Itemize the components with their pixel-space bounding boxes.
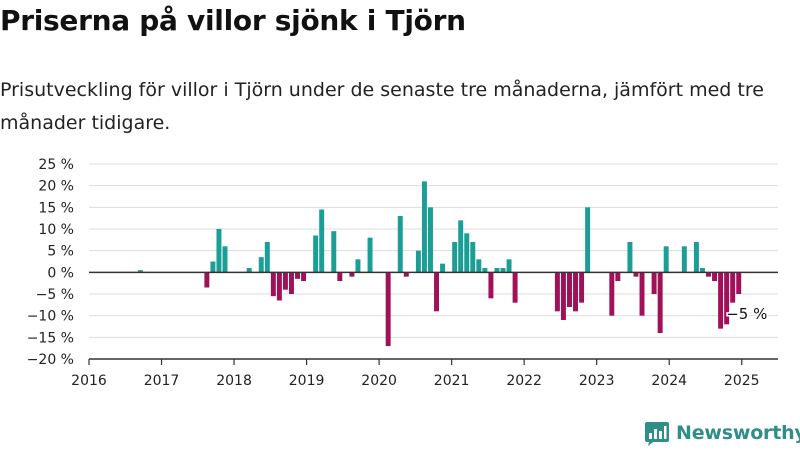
bar [258,257,264,273]
y-tick-label: 20 % [38,179,74,195]
bar [355,259,361,273]
bar [331,231,337,273]
bar [470,242,476,273]
bar [554,272,560,312]
bar [560,272,566,320]
bar [579,272,585,303]
y-tick-label: 0 % [47,265,74,281]
y-tick-label: −10 % [27,309,74,325]
bar [276,272,282,301]
bar [403,272,409,277]
bar [718,272,724,329]
y-tick-label: −20 % [27,352,74,368]
y-tick-label: 15 % [38,200,74,216]
bar [699,268,705,273]
bar-chart: 25 % 20 % 15 % 10 % 5 % 0 % −5 % −10 % −15 % −20 … [27,157,778,389]
bar [222,246,228,273]
annotation-label: −5 % [726,305,767,323]
bar [337,272,343,281]
x-tick-label: 2017 [144,373,180,389]
bar [585,207,591,273]
bar [651,272,657,294]
y-tick-label: 25 % [38,157,74,173]
bar [663,246,669,273]
bar [627,242,633,273]
bar [488,272,494,299]
x-tick-label: 2024 [651,373,687,389]
bar [421,181,427,273]
bar [288,272,294,294]
x-tick-label: 2016 [71,373,107,389]
bar [657,272,663,333]
bar [210,261,216,273]
bar [415,250,421,273]
y-tick-label: 5 % [47,244,74,260]
bar [440,263,446,273]
bar [301,272,307,281]
bar [464,233,470,273]
newsworthy-logo-icon [645,422,669,446]
bar [567,272,572,307]
bar [693,242,699,273]
y-tick-label: −5 % [36,287,74,303]
bar [428,207,433,273]
x-tick-label: 2022 [506,373,542,389]
bar [349,272,355,277]
y-tick-label: 10 % [38,222,74,238]
x-axis-ticks: 2016 2017 2018 2019 2020 2021 2022 2023 2024 2025 [71,359,760,389]
y-tick-label: −15 % [27,330,74,346]
bar [681,246,687,273]
y-axis-tick-labels: 25 % 20 % 15 % 10 % 5 % 0 % −5 % −10 % −15 % −20 … [27,157,74,368]
bar [736,272,742,294]
bar [724,272,730,325]
gridlines [89,163,778,360]
bar [615,272,621,281]
x-tick-label: 2019 [289,373,325,389]
bar [730,272,736,303]
bar [270,272,276,297]
bar [367,237,373,273]
bar [633,272,639,277]
bar [506,259,512,273]
bar [137,270,143,273]
bar [452,242,458,273]
bar [313,235,319,273]
bar [264,242,270,273]
bar [204,272,210,288]
bar [639,272,645,316]
bar [246,268,252,273]
bar [494,268,500,273]
bar [476,259,482,273]
chart-title: Priserna på villor sjönk i Tjörn [0,4,466,37]
bar [458,220,464,273]
bar [500,268,506,273]
bar [385,272,391,346]
x-tick-label: 2023 [579,373,615,389]
bar [295,272,300,279]
bars [137,181,742,346]
bar [216,229,222,273]
bar [512,272,518,303]
bar [573,272,579,312]
bar [609,272,615,316]
bar [712,272,718,281]
bar [282,272,288,290]
bar [319,209,325,273]
x-tick-label: 2018 [216,373,252,389]
x-tick-label: 2021 [434,373,470,389]
chart-subtitle: Prisutveckling för villor i Tjörn under … [0,79,764,134]
newsworthy-logo-text: Newsworthy [676,422,800,444]
bar [434,272,439,312]
bar [706,272,711,277]
x-tick-label: 2020 [361,373,397,389]
bar [397,216,403,273]
x-tick-label: 2025 [724,373,760,389]
newsworthy-logo: Newsworthy [644,420,800,446]
bar [482,268,488,273]
